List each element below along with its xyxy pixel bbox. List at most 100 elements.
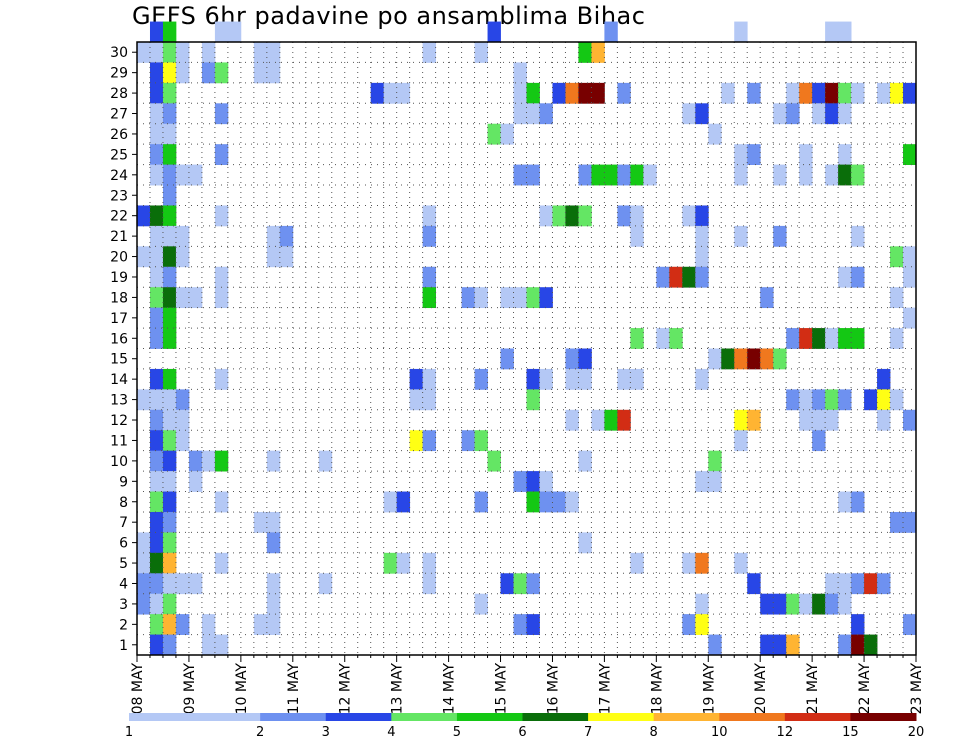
- legend-label: 10: [711, 725, 728, 740]
- heatmap-cell: [162, 634, 177, 656]
- heatmap-cell: [578, 532, 592, 554]
- heatmap-cell: [214, 450, 229, 472]
- heatmap-cell: [162, 328, 177, 349]
- heatmap-cell: [383, 82, 398, 104]
- heatmap-cell: [149, 471, 164, 492]
- legend-label: 20: [908, 725, 925, 740]
- y-tick-label: 30: [110, 45, 128, 61]
- heatmap-cell: [214, 103, 229, 125]
- heatmap-cell: [149, 450, 164, 472]
- heatmap-cell: [487, 21, 501, 43]
- heatmap-cell: [409, 368, 424, 390]
- heatmap-cell: [617, 82, 631, 104]
- y-tick-label: 19: [110, 270, 128, 286]
- heatmap-cell: [526, 614, 540, 635]
- heatmap-cell: [734, 348, 748, 370]
- y-tick-label: 11: [110, 433, 128, 449]
- heatmap-cell: [838, 266, 852, 288]
- heatmap-cell: [630, 225, 644, 247]
- heatmap-cell: [137, 42, 151, 63]
- heatmap-cell: [513, 82, 527, 104]
- heatmap-cell: [149, 123, 164, 145]
- heatmap-cell: [162, 82, 177, 104]
- y-tick-label: 6: [119, 536, 128, 552]
- heatmap-cell: [149, 205, 164, 227]
- x-tick-label: 18 MAY: [649, 663, 665, 715]
- heatmap-cell: [279, 225, 294, 247]
- heatmap-cell: [526, 103, 540, 125]
- heatmap-cell: [591, 409, 605, 431]
- heatmap-cell: [409, 430, 424, 452]
- legend-swatch: [850, 713, 917, 721]
- heatmap-cell: [162, 511, 177, 533]
- heatmap-cell: [682, 266, 696, 288]
- heatmap-cell: [162, 62, 177, 84]
- heatmap-cell: [695, 614, 709, 635]
- legend-label: 1: [125, 725, 133, 740]
- heatmap-cell: [630, 164, 644, 186]
- heatmap-cell: [578, 82, 592, 104]
- heatmap-cell: [812, 409, 826, 431]
- heatmap-cell: [487, 123, 501, 145]
- y-tick-label: 24: [110, 168, 128, 184]
- heatmap-cell: [838, 573, 852, 595]
- heatmap-cell: [526, 573, 540, 595]
- heatmap-cell: [162, 552, 177, 574]
- heatmap-cell: [279, 246, 294, 268]
- heatmap-cell: [149, 573, 164, 595]
- heatmap-cell: [162, 573, 177, 595]
- y-tick-label: 13: [110, 393, 128, 409]
- heatmap-cell: [539, 491, 553, 513]
- heatmap-cell: [162, 185, 177, 206]
- heatmap-cell: [149, 593, 164, 615]
- x-tick-label: 22 MAY: [857, 663, 873, 715]
- heatmap-cell: [903, 511, 917, 533]
- heatmap-cell: [162, 368, 177, 390]
- heatmap-cell: [149, 82, 164, 104]
- heatmap-cell: [266, 511, 281, 533]
- heatmap-cell: [812, 430, 826, 452]
- heatmap-cell: [526, 491, 540, 513]
- heatmap-cell: [149, 614, 164, 635]
- heatmap-cell: [747, 144, 761, 165]
- heatmap-cell: [851, 82, 865, 104]
- legend-label: 8: [650, 725, 658, 740]
- x-tick-label: 09 MAY: [182, 663, 198, 715]
- heatmap-cell: [149, 532, 164, 554]
- heatmap-cell: [214, 368, 229, 390]
- heatmap-cell: [721, 82, 735, 104]
- heatmap-cell: [851, 573, 865, 595]
- heatmap-cell: [565, 82, 579, 104]
- legend-label: 15: [842, 725, 859, 740]
- heatmap-cell: [422, 552, 437, 574]
- heatmap-cell: [695, 205, 709, 227]
- heatmap-cell: [526, 82, 540, 104]
- heatmap-cell: [864, 389, 878, 411]
- heatmap-cell: [149, 287, 164, 309]
- heatmap-cell: [877, 389, 891, 411]
- heatmap-cell: [682, 205, 696, 227]
- heatmap-cell: [175, 62, 190, 84]
- heatmap-cell: [266, 573, 281, 595]
- heatmap-cell: [851, 328, 865, 349]
- heatmap-cell: [838, 144, 852, 165]
- heatmap-cell: [695, 593, 709, 615]
- heatmap-cell: [162, 225, 177, 247]
- heatmap-cell: [422, 368, 437, 390]
- heatmap-cell: [526, 389, 540, 411]
- heatmap-cell: [162, 471, 177, 492]
- x-tick-label: 13 MAY: [390, 663, 406, 715]
- heatmap-cell: [513, 614, 527, 635]
- heatmap-cell: [526, 368, 540, 390]
- heatmap-cell: [149, 491, 164, 513]
- heatmap-cell: [175, 246, 190, 268]
- y-tick-label: 22: [110, 209, 128, 225]
- heatmap-cell: [474, 287, 488, 309]
- x-tick-label: 16 MAY: [545, 663, 561, 715]
- heatmap-cell: [149, 368, 164, 390]
- heatmap-cell: [773, 634, 787, 656]
- heatmap-cell: [773, 164, 787, 186]
- heatmap-cell: [825, 21, 839, 43]
- heatmap-cell: [201, 42, 216, 63]
